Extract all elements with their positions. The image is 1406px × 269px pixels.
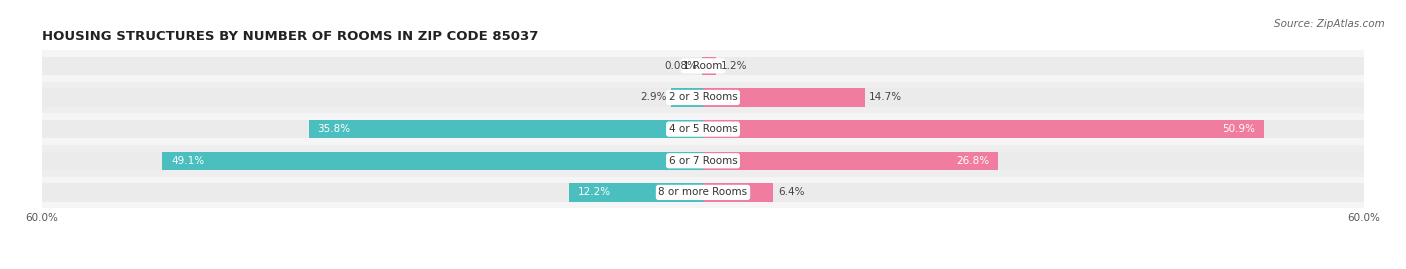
Text: HOUSING STRUCTURES BY NUMBER OF ROOMS IN ZIP CODE 85037: HOUSING STRUCTURES BY NUMBER OF ROOMS IN… <box>42 30 538 43</box>
Bar <box>703 183 1364 201</box>
Bar <box>42 57 703 75</box>
Text: 4 or 5 Rooms: 4 or 5 Rooms <box>669 124 737 134</box>
Bar <box>703 88 865 107</box>
Bar <box>42 113 1364 145</box>
Bar <box>568 183 703 201</box>
Bar <box>42 88 703 107</box>
Text: 2.9%: 2.9% <box>640 93 666 102</box>
Text: Source: ZipAtlas.com: Source: ZipAtlas.com <box>1274 19 1385 29</box>
Bar <box>703 183 773 201</box>
Text: 50.9%: 50.9% <box>1222 124 1254 134</box>
Text: 14.7%: 14.7% <box>869 93 903 102</box>
Bar <box>42 50 1364 82</box>
Text: 26.8%: 26.8% <box>956 156 990 166</box>
Text: 6 or 7 Rooms: 6 or 7 Rooms <box>669 156 737 166</box>
Bar <box>42 120 703 138</box>
Bar <box>703 152 998 170</box>
Text: 49.1%: 49.1% <box>172 156 204 166</box>
Bar <box>42 176 1364 208</box>
Text: 2 or 3 Rooms: 2 or 3 Rooms <box>669 93 737 102</box>
Bar <box>309 120 703 138</box>
Bar <box>703 120 1364 138</box>
Bar <box>703 88 1364 107</box>
Bar <box>703 57 1364 75</box>
Bar <box>162 152 703 170</box>
Bar <box>42 183 703 201</box>
Bar <box>703 152 1364 170</box>
Text: 8 or more Rooms: 8 or more Rooms <box>658 187 748 197</box>
Text: 1 Room: 1 Room <box>683 61 723 71</box>
Text: 35.8%: 35.8% <box>318 124 350 134</box>
Bar <box>42 145 1364 176</box>
Bar <box>42 82 1364 113</box>
Bar <box>703 57 716 75</box>
Text: 6.4%: 6.4% <box>778 187 804 197</box>
Bar <box>42 152 703 170</box>
Text: 12.2%: 12.2% <box>578 187 610 197</box>
Text: 1.2%: 1.2% <box>721 61 747 71</box>
Bar <box>703 120 1264 138</box>
Text: 0.08%: 0.08% <box>665 61 697 71</box>
Bar <box>671 88 703 107</box>
